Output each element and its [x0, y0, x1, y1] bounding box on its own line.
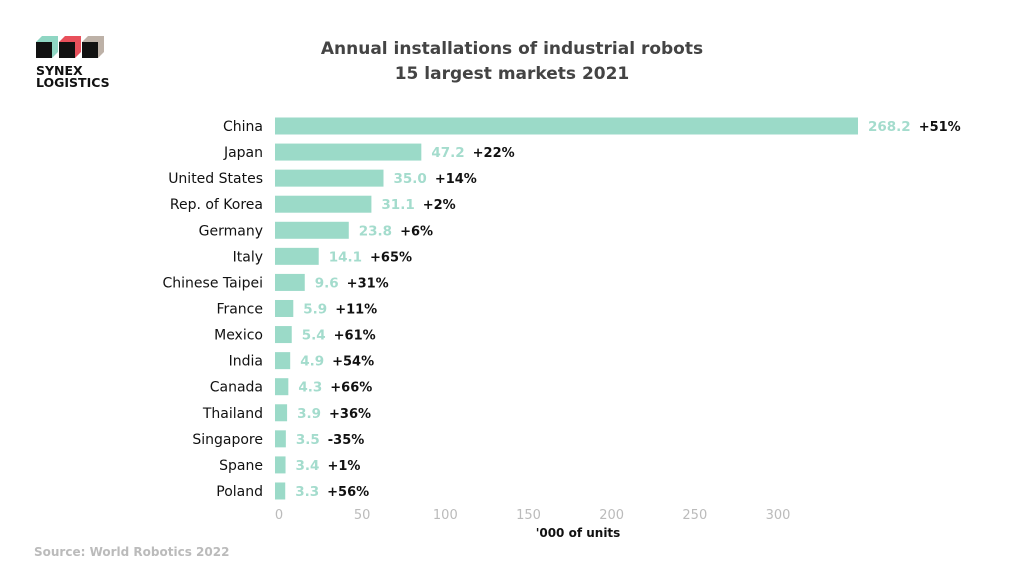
bar-row: Mexico 5.4 +61%	[214, 326, 376, 344]
category-label: China	[223, 119, 263, 135]
value-label: 3.4	[296, 458, 320, 474]
category-label: Rep. of Korea	[170, 197, 263, 213]
category-label: Mexico	[214, 328, 263, 344]
bar-row: Japan 47.2 +22%	[223, 143, 515, 161]
bar-row: India 4.9 +54%	[229, 352, 374, 370]
x-tick-label: 100	[433, 508, 458, 523]
category-label: Thailand	[202, 406, 263, 422]
bar-row: Poland 3.3 +56%	[216, 482, 369, 500]
bar-row: Italy 14.1 +65%	[233, 247, 412, 265]
logo-text-1: SYNEX	[36, 63, 83, 78]
value-label: 14.1	[329, 249, 362, 265]
change-label: +11%	[335, 302, 377, 317]
bar	[275, 326, 292, 344]
category-label: Japan	[223, 145, 263, 161]
x-axis-label: '000 of units	[536, 526, 621, 540]
x-tick-label: 0	[275, 508, 283, 523]
change-label: +31%	[347, 276, 389, 291]
chart-title: Annual installations of industrial robot…	[321, 39, 703, 59]
x-tick-label: 50	[354, 508, 371, 523]
value-label: 4.9	[300, 354, 324, 370]
category-label: United States	[168, 171, 263, 187]
bar-row: France 5.9 +11%	[216, 299, 377, 317]
bar	[275, 404, 288, 422]
category-label: Chinese Taipei	[163, 275, 263, 291]
bar	[275, 195, 372, 213]
bar	[275, 430, 286, 448]
x-tick-label: 250	[682, 508, 707, 523]
change-label: -35%	[328, 433, 365, 448]
category-label: Italy	[233, 249, 263, 265]
bar	[275, 299, 294, 317]
logo-text-2: LOGISTICS	[36, 75, 110, 90]
logo-cube	[36, 36, 58, 58]
bar	[275, 143, 422, 161]
change-label: +1%	[327, 459, 360, 474]
bar-row: Spane 3.4 +1%	[219, 456, 360, 474]
value-label: 9.6	[315, 275, 339, 291]
logo: SYNEX LOGISTICS	[36, 36, 110, 90]
bar-row: Chinese Taipei 9.6 +31%	[163, 273, 389, 291]
value-label: 3.9	[297, 406, 321, 422]
category-label: France	[216, 301, 263, 317]
bar	[275, 378, 289, 396]
change-label: +2%	[423, 198, 456, 213]
bar-row: United States 35.0 +14%	[168, 169, 477, 187]
change-label: +14%	[435, 172, 477, 187]
value-label: 47.2	[431, 145, 464, 161]
source-note: Source: World Robotics 2022	[34, 545, 229, 559]
change-label: +65%	[370, 250, 412, 265]
value-label: 35.0	[394, 171, 427, 187]
category-label: Singapore	[192, 432, 263, 448]
category-label: Poland	[216, 484, 263, 500]
change-label: +56%	[327, 485, 369, 500]
value-label: 31.1	[381, 197, 414, 213]
bar	[275, 456, 286, 474]
change-label: +54%	[332, 355, 374, 370]
chart-subtitle: 15 largest markets 2021	[395, 64, 630, 84]
change-label: +61%	[334, 329, 376, 344]
change-label: +6%	[400, 224, 433, 239]
change-label: +66%	[330, 381, 372, 396]
logo-cube	[59, 36, 81, 58]
logo-cube	[82, 36, 104, 58]
category-label: Germany	[199, 223, 263, 239]
category-label: Canada	[210, 380, 263, 396]
x-tick-label: 200	[599, 508, 624, 523]
category-label: India	[229, 354, 263, 370]
change-label: +36%	[329, 407, 371, 422]
value-label: 4.3	[298, 380, 322, 396]
x-tick-label: 150	[516, 508, 541, 523]
x-tick-label: 300	[766, 508, 791, 523]
bar-row: Germany 23.8 +6%	[199, 221, 433, 239]
change-label: +22%	[473, 146, 515, 161]
value-label: 3.5	[296, 432, 320, 448]
bar-row: Singapore 3.5 -35%	[192, 430, 364, 448]
bar	[275, 169, 384, 187]
value-label: 3.3	[295, 484, 319, 500]
bar	[275, 117, 858, 135]
bar	[275, 352, 291, 370]
bar	[275, 273, 305, 291]
bar-row: Rep. of Korea 31.1 +2%	[170, 195, 456, 213]
bar-row: China 268.2 +51%	[223, 117, 961, 135]
bar-row: Thailand 3.9 +36%	[202, 404, 371, 422]
change-label: +51%	[919, 120, 961, 135]
bar	[275, 247, 319, 265]
value-label: 23.8	[359, 223, 392, 239]
bar-row: Canada 4.3 +66%	[210, 378, 372, 396]
bar	[275, 482, 286, 500]
value-label: 5.4	[302, 328, 326, 344]
category-label: Spane	[219, 458, 263, 474]
value-label: 268.2	[868, 119, 911, 135]
value-label: 5.9	[303, 301, 327, 317]
bar	[275, 221, 349, 239]
